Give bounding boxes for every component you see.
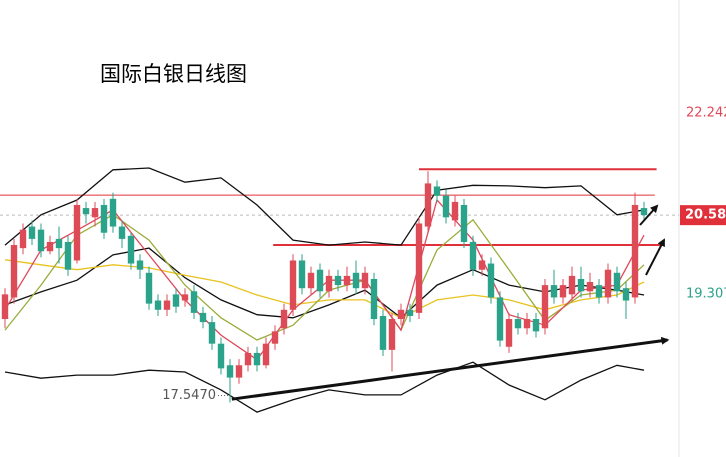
candle-body bbox=[334, 275, 342, 286]
candle-body bbox=[208, 322, 216, 344]
candle-body bbox=[352, 272, 360, 289]
candle-body bbox=[325, 275, 333, 292]
candle-body bbox=[64, 241, 72, 270]
candle-body bbox=[181, 294, 189, 301]
candle-body bbox=[460, 204, 468, 242]
y-tick-label: 19.307 bbox=[686, 286, 726, 301]
candle-body bbox=[631, 204, 639, 298]
candle-body bbox=[451, 201, 459, 221]
candle-body bbox=[127, 235, 135, 264]
candle-body bbox=[100, 204, 108, 233]
candle-body bbox=[109, 198, 117, 227]
candle-body bbox=[595, 285, 603, 298]
candle-body bbox=[586, 282, 594, 292]
candle-body bbox=[316, 269, 324, 292]
candle-body bbox=[379, 315, 387, 350]
candle-body bbox=[289, 260, 297, 310]
candle-body bbox=[46, 241, 54, 252]
candle-body bbox=[118, 226, 126, 239]
price-tag-label: 20.585 bbox=[685, 208, 726, 223]
candle-body bbox=[10, 245, 18, 298]
candle-body bbox=[496, 297, 504, 341]
candle-body bbox=[91, 208, 99, 218]
candle-body bbox=[226, 365, 234, 378]
candle-body bbox=[343, 275, 351, 286]
candle-body bbox=[478, 260, 486, 270]
candle-body bbox=[568, 275, 576, 295]
candle-body bbox=[505, 319, 513, 347]
candle-body bbox=[559, 285, 567, 298]
candle-body bbox=[397, 309, 405, 320]
arrow bbox=[639, 204, 659, 226]
annotation-label: 17.5470 bbox=[162, 388, 216, 403]
candle-body bbox=[415, 223, 423, 313]
candle-body bbox=[199, 312, 207, 323]
candle-body bbox=[190, 291, 198, 313]
candle-body bbox=[253, 352, 261, 366]
y-tick-label: 22.242 bbox=[686, 106, 726, 121]
candle-body bbox=[145, 272, 153, 304]
candle-body bbox=[640, 208, 648, 216]
candle-body bbox=[298, 260, 306, 289]
candle-body bbox=[424, 183, 432, 227]
candle-body bbox=[433, 186, 441, 196]
candle-body bbox=[541, 285, 549, 329]
candle-body bbox=[235, 365, 243, 378]
candle-body bbox=[370, 278, 378, 320]
candle-body bbox=[136, 260, 144, 270]
candle-body bbox=[361, 272, 369, 289]
candle-body bbox=[532, 319, 540, 332]
candle-body bbox=[163, 300, 171, 310]
candle-body bbox=[28, 226, 36, 239]
chart-title: 国际白银日线图 bbox=[100, 62, 247, 86]
candle-body bbox=[19, 229, 27, 249]
candle-body bbox=[55, 238, 63, 249]
candle-body bbox=[550, 285, 558, 298]
candle-body bbox=[262, 343, 270, 366]
candle-body bbox=[73, 204, 81, 261]
candle-body bbox=[217, 343, 225, 369]
candle-body bbox=[1, 294, 9, 320]
candle-body bbox=[442, 195, 450, 218]
candle-body bbox=[388, 319, 396, 350]
candle-body bbox=[577, 278, 585, 292]
candle-body bbox=[244, 352, 252, 366]
candle-body bbox=[37, 229, 45, 252]
candle-body bbox=[172, 294, 180, 307]
candle-body bbox=[82, 208, 90, 215]
candle-body bbox=[307, 272, 315, 289]
candle-body bbox=[280, 309, 288, 329]
indicator-line bbox=[4, 361, 645, 413]
candle-body bbox=[469, 241, 477, 270]
candle-body bbox=[154, 300, 162, 310]
indicator-line bbox=[4, 167, 645, 246]
candle-body bbox=[622, 288, 630, 301]
candle-body bbox=[613, 272, 621, 292]
trend-line bbox=[231, 336, 670, 401]
candle-body bbox=[514, 319, 522, 329]
candle-body bbox=[604, 269, 612, 298]
candle-body bbox=[487, 263, 495, 298]
candle-body bbox=[406, 309, 414, 316]
candle-body bbox=[523, 319, 531, 329]
arrow bbox=[645, 238, 665, 276]
price-tag bbox=[680, 205, 726, 226]
plot: 17.5470 22.242 19.307 20.585 bbox=[0, 106, 726, 413]
candle-body bbox=[271, 331, 279, 344]
